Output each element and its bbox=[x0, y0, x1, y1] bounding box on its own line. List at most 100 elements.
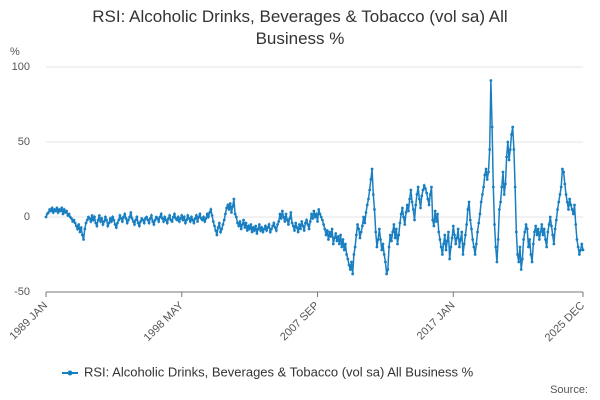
point bbox=[267, 223, 271, 226]
point bbox=[457, 245, 461, 249]
legend-label: RSI: Alcoholic Drinks, Beverages & Tobac… bbox=[84, 364, 474, 379]
point bbox=[213, 224, 216, 228]
point bbox=[518, 245, 522, 249]
point bbox=[450, 236, 454, 240]
point bbox=[341, 238, 345, 241]
point bbox=[219, 230, 222, 234]
point bbox=[569, 203, 573, 207]
point bbox=[362, 215, 365, 219]
point bbox=[131, 220, 135, 223]
point bbox=[259, 229, 262, 232]
point bbox=[431, 218, 435, 222]
point bbox=[448, 257, 452, 261]
point bbox=[77, 223, 81, 226]
point bbox=[472, 245, 476, 249]
point bbox=[465, 223, 469, 226]
point bbox=[327, 238, 330, 241]
point bbox=[385, 272, 389, 276]
point bbox=[125, 221, 129, 225]
point bbox=[112, 218, 116, 222]
point bbox=[440, 253, 444, 256]
point bbox=[120, 220, 124, 223]
point bbox=[461, 253, 465, 256]
point bbox=[408, 197, 412, 201]
point bbox=[318, 212, 322, 216]
point bbox=[495, 260, 499, 264]
point bbox=[496, 238, 500, 241]
point bbox=[85, 218, 89, 222]
point bbox=[245, 229, 249, 232]
point bbox=[270, 227, 273, 231]
point bbox=[249, 223, 253, 226]
x-tick-label: 2017 JAN bbox=[415, 300, 458, 343]
point bbox=[570, 208, 574, 211]
point bbox=[552, 242, 556, 246]
point bbox=[358, 236, 362, 240]
point bbox=[182, 215, 186, 219]
point bbox=[243, 226, 247, 229]
point bbox=[128, 215, 132, 219]
point bbox=[50, 206, 54, 210]
point bbox=[484, 167, 488, 171]
point bbox=[474, 242, 478, 246]
point bbox=[581, 248, 585, 252]
y-unit: % bbox=[10, 46, 20, 58]
point bbox=[279, 217, 283, 220]
point bbox=[177, 220, 181, 223]
point bbox=[80, 233, 84, 237]
point bbox=[180, 214, 184, 217]
source: Source: bbox=[550, 384, 588, 396]
point bbox=[204, 217, 208, 220]
point bbox=[209, 208, 213, 211]
point bbox=[271, 224, 275, 228]
point bbox=[571, 212, 575, 216]
point bbox=[248, 227, 252, 231]
point bbox=[277, 220, 281, 223]
point bbox=[225, 206, 229, 210]
point bbox=[477, 221, 481, 225]
point bbox=[151, 220, 155, 223]
point bbox=[44, 215, 48, 219]
point bbox=[310, 212, 313, 216]
point bbox=[228, 202, 232, 205]
point bbox=[415, 193, 419, 196]
point bbox=[386, 268, 390, 271]
point bbox=[559, 185, 563, 189]
point bbox=[175, 218, 179, 222]
point bbox=[576, 245, 580, 249]
point bbox=[403, 223, 407, 226]
point bbox=[455, 236, 459, 240]
point bbox=[88, 217, 92, 220]
point bbox=[328, 230, 332, 234]
point bbox=[379, 238, 382, 241]
point bbox=[319, 215, 323, 219]
point bbox=[322, 223, 325, 226]
point bbox=[295, 226, 299, 229]
point bbox=[535, 233, 539, 237]
point bbox=[291, 224, 295, 228]
point bbox=[47, 211, 50, 214]
point bbox=[548, 215, 552, 219]
point bbox=[134, 218, 138, 222]
point bbox=[173, 212, 176, 216]
point bbox=[517, 260, 521, 264]
point bbox=[443, 233, 447, 237]
point bbox=[523, 230, 527, 234]
point bbox=[323, 227, 327, 231]
point bbox=[325, 229, 329, 232]
point bbox=[516, 253, 519, 256]
point bbox=[74, 224, 78, 228]
point bbox=[419, 206, 422, 210]
point bbox=[506, 140, 510, 144]
point bbox=[485, 178, 489, 181]
point bbox=[568, 197, 572, 201]
point bbox=[371, 193, 375, 196]
point bbox=[329, 235, 333, 238]
point bbox=[61, 212, 65, 216]
point bbox=[122, 215, 125, 219]
point bbox=[387, 245, 391, 249]
point bbox=[453, 233, 456, 237]
point bbox=[106, 224, 110, 228]
point bbox=[220, 227, 224, 231]
